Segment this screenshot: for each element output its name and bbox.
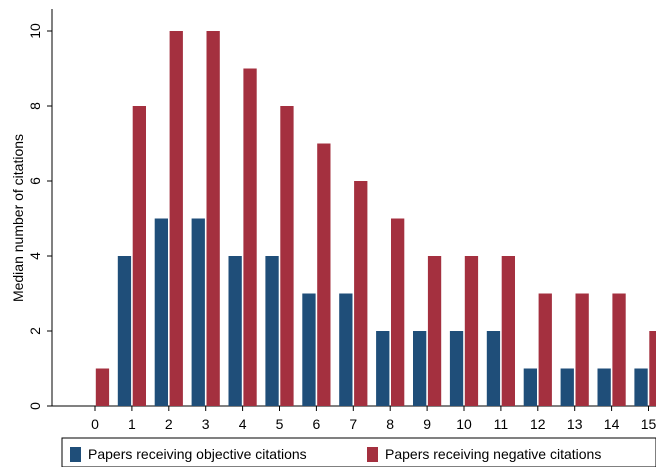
- legend-swatch-objective: [70, 447, 81, 462]
- bar-negative: [317, 143, 331, 406]
- x-tick-label: 3: [202, 416, 210, 432]
- bar-negative: [538, 293, 552, 406]
- y-axis-label: Median number of citations: [10, 134, 26, 302]
- x-tick-label: 0: [91, 416, 99, 432]
- x-tick-label: 11: [494, 416, 509, 432]
- bar-objective: [523, 368, 537, 406]
- x-tick-label: 10: [456, 416, 472, 432]
- bar-negative: [354, 181, 368, 406]
- bar-negative: [243, 68, 257, 406]
- bar-negative: [280, 106, 294, 406]
- legend-label-negative: Papers receiving negative citations: [385, 446, 601, 462]
- legend-box: [61, 437, 656, 467]
- bar-objective: [634, 368, 648, 406]
- bar-objective: [413, 331, 427, 406]
- x-tick-label: 1: [128, 416, 136, 432]
- x-tick-label: 15: [641, 416, 656, 432]
- x-tick-label: 12: [530, 416, 546, 432]
- y-tick-label: 8: [27, 102, 43, 110]
- bar-negative: [169, 31, 183, 406]
- bar-objective: [597, 368, 611, 406]
- y-tick-label: 0: [27, 402, 43, 410]
- x-tick-label: 13: [567, 416, 583, 432]
- bar-negative: [575, 293, 589, 406]
- bar-negative: [464, 256, 479, 406]
- y-tick-label: 4: [27, 252, 43, 260]
- x-tick-label: 4: [239, 416, 247, 432]
- legend-label-objective: Papers receiving objective citations: [88, 446, 307, 462]
- y-tick-label: 6: [27, 177, 43, 185]
- x-tick-label: 9: [423, 416, 431, 432]
- bar-objective: [302, 293, 316, 406]
- bar-objective: [449, 331, 464, 406]
- y-tick-label: 10: [27, 23, 43, 39]
- legend: Papers receiving objective citations Pap…: [61, 437, 656, 467]
- legend-swatch-negative: [367, 447, 378, 462]
- bar-negative: [612, 293, 626, 406]
- bar-negative: [427, 256, 442, 406]
- bar-negative: [206, 31, 220, 406]
- bar-objective: [154, 218, 168, 406]
- bar-objective: [486, 331, 501, 406]
- bar-objective: [191, 218, 205, 406]
- bar-objective: [339, 293, 353, 406]
- bar-negative: [132, 106, 146, 406]
- bar-negative: [649, 331, 656, 406]
- x-tick-label: 6: [313, 416, 321, 432]
- x-tick-label: 14: [604, 416, 620, 432]
- bar-objective: [376, 331, 390, 406]
- bar-negative: [391, 218, 405, 406]
- bar-objective: [560, 368, 574, 406]
- bar-negative: [501, 256, 515, 406]
- bar-objective: [117, 256, 132, 406]
- x-tick-label: 7: [349, 416, 357, 432]
- bar-objective: [265, 256, 279, 406]
- x-tick-label: 5: [276, 416, 284, 432]
- x-tick-label: 2: [165, 416, 173, 432]
- y-tick-label: 2: [27, 327, 43, 335]
- bar-negative: [95, 368, 110, 406]
- x-tick-label: 8: [386, 416, 394, 432]
- bar-objective: [228, 256, 242, 406]
